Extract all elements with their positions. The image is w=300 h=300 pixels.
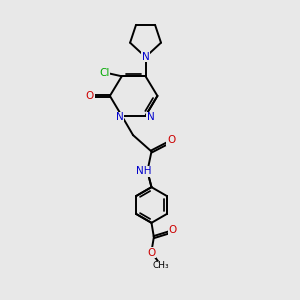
Text: O: O xyxy=(167,135,175,145)
Text: CH₃: CH₃ xyxy=(153,261,169,270)
Text: Cl: Cl xyxy=(99,68,110,78)
Text: O: O xyxy=(147,248,156,257)
Text: N: N xyxy=(116,112,123,122)
Text: N: N xyxy=(140,167,147,176)
Text: N: N xyxy=(142,52,149,62)
Text: NH: NH xyxy=(136,167,151,176)
Text: O: O xyxy=(169,225,177,235)
Text: N: N xyxy=(147,112,154,122)
Text: O: O xyxy=(86,91,94,101)
